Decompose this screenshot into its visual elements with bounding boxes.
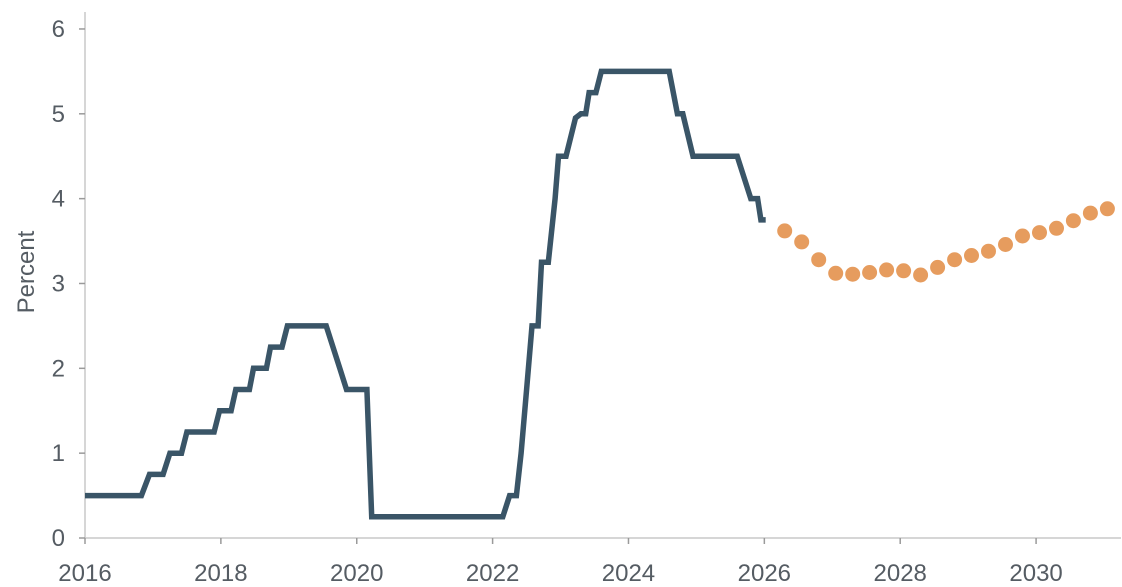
y-tick-label: 4 — [52, 186, 65, 213]
projection-point — [981, 243, 996, 259]
projection-point — [845, 266, 861, 282]
series-line — [85, 68, 766, 520]
projection-point — [998, 237, 1013, 252]
x-tick-label: 2022 — [466, 560, 519, 582]
series-layer — [85, 68, 1115, 520]
projection-point — [828, 265, 844, 281]
y-tick-label: 6 — [52, 16, 65, 43]
y-tick-label: 5 — [52, 101, 65, 128]
projection-point — [1015, 228, 1030, 244]
y-tick-label: 1 — [52, 440, 65, 467]
y-tick-label: 3 — [52, 270, 65, 297]
projection-point — [896, 263, 912, 279]
y-tick-label: 2 — [52, 355, 65, 382]
x-tick-label: 2026 — [738, 560, 791, 582]
projection-dots — [777, 201, 1115, 283]
x-tick-label: 2028 — [874, 560, 927, 582]
projection-point — [1065, 213, 1081, 229]
projection-point — [964, 248, 979, 263]
projection-point — [811, 252, 827, 268]
projection-point — [930, 259, 946, 275]
x-tick-label: 2030 — [1009, 560, 1062, 582]
projection-point — [794, 234, 810, 250]
projection-point — [1082, 205, 1098, 221]
x-tick-label: 2024 — [602, 560, 655, 582]
projection-point — [777, 223, 793, 239]
projection-point — [1049, 220, 1064, 236]
projection-point — [1099, 201, 1115, 217]
y-tick-label: 0 — [52, 525, 65, 552]
projection-point — [913, 267, 929, 283]
x-tick-label: 2018 — [194, 560, 247, 582]
projection-point — [862, 265, 878, 280]
x-tick-label: 2020 — [330, 560, 383, 582]
projection-point — [879, 262, 895, 278]
x-tick-label: 2016 — [58, 560, 111, 582]
projection-point — [947, 252, 963, 268]
projection-point — [1032, 225, 1047, 241]
y-axis-title: Percent — [13, 230, 40, 313]
